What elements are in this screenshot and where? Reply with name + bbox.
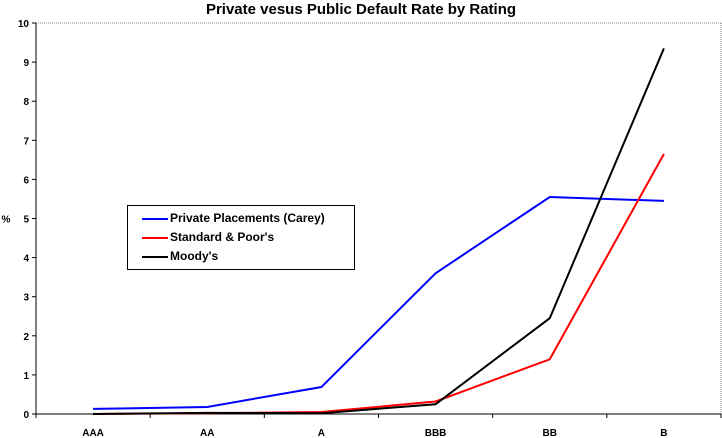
legend-swatch: [142, 236, 168, 239]
x-tick-label: AA: [200, 428, 214, 438]
y-tick-label: 10: [18, 19, 30, 30]
y-tick-label: 1: [23, 371, 29, 382]
y-tick-label: 0: [23, 410, 29, 421]
y-axis-label: %: [2, 215, 11, 226]
legend-item: Moody's: [142, 247, 218, 265]
x-tick-label: BB: [543, 428, 557, 438]
series-line: [93, 48, 665, 415]
y-tick-label: 6: [23, 175, 29, 186]
y-tick-label: 3: [23, 293, 29, 304]
series-line: [93, 153, 665, 415]
series-line: [93, 195, 664, 410]
x-tick-label: BBB: [425, 428, 447, 438]
y-tick-label: 8: [23, 97, 29, 108]
legend: Private Placements (Carey) Standard & Poo…: [127, 205, 355, 270]
x-tick-label: A: [318, 428, 325, 438]
y-tick-label: 7: [23, 136, 29, 147]
y-tick-label: 9: [23, 58, 29, 69]
y-tick-label: 2: [23, 332, 29, 343]
chart-title: Private vesus Public Default Rate by Rat…: [205, 1, 517, 18]
x-tick-label: AAA: [82, 428, 104, 438]
legend-item: Standard & Poor's: [142, 228, 274, 246]
legend-label: Moody's: [170, 249, 219, 263]
x-tick-label: B: [660, 428, 667, 438]
legend-label: Standard & Poor's: [170, 230, 275, 244]
y-tick-label: 4: [23, 254, 29, 265]
legend-label: Private Placements (Carey): [170, 211, 325, 225]
legend-item: Private Placements (Carey): [142, 209, 325, 227]
legend-swatch: [142, 217, 168, 220]
y-tick-label: 5: [23, 215, 29, 226]
legend-swatch: [142, 255, 168, 258]
